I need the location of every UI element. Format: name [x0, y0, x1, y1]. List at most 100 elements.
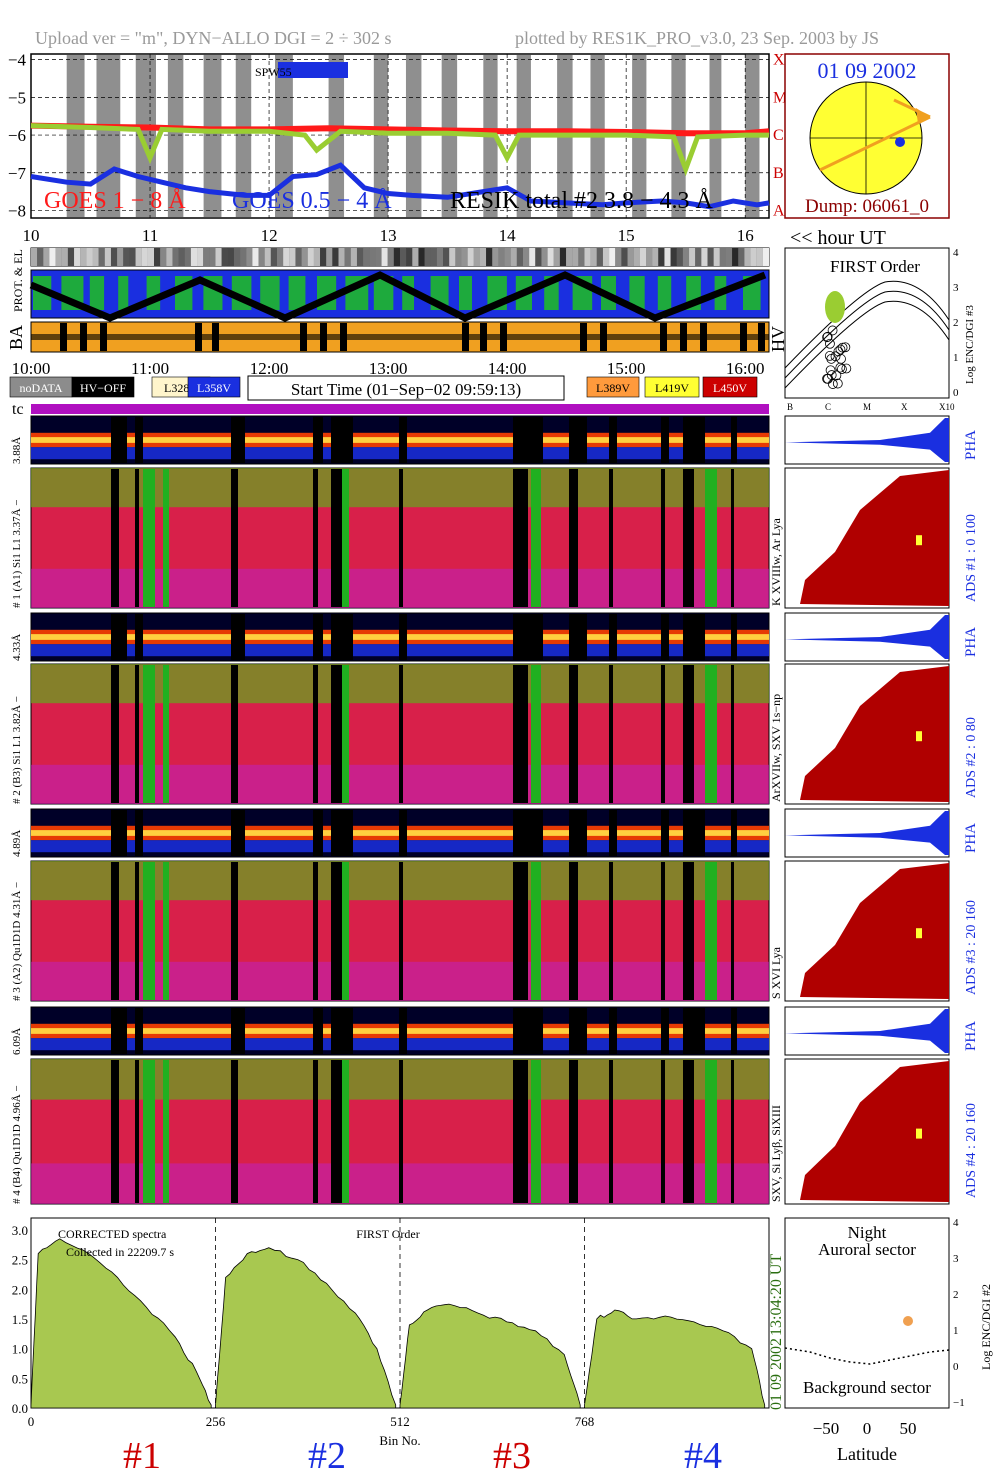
channel-block-3: 4.89Å # 3 (A2) Qu1D1D 4.31Å − PHA S XVI Lya…	[11, 808, 979, 1002]
prot-seg-118	[756, 248, 763, 266]
first-order-ylabel: Log ENC/DGI #3	[964, 305, 976, 384]
scan-arrow-line	[819, 115, 931, 172]
legend-goes-05-4: GOES 0.5 − 4 Å	[232, 188, 392, 214]
pha-wavelength-label-1: 3.88Å	[11, 437, 23, 464]
prot-seg-83	[541, 248, 548, 266]
pha-gap-1-4	[331, 417, 353, 463]
spectra-ytick-0: 3.0	[12, 1223, 28, 1238]
pha-gap-3-1	[135, 810, 143, 856]
prot-seg-110	[707, 248, 714, 266]
prot-seg-55	[369, 248, 376, 266]
ba-black-segments	[31, 323, 769, 351]
spec-gap-3-6	[513, 862, 528, 1000]
ba-label: BA	[6, 325, 26, 350]
legend-resik: RESIK total #2 3.8 − 4.3 Å	[450, 188, 714, 214]
prot-seg-75	[492, 248, 499, 266]
fo-xtick-2: M	[863, 402, 871, 412]
prot-seg-116	[744, 248, 751, 266]
fo-point-12	[840, 342, 851, 353]
spec-gap-3-11	[731, 862, 734, 1000]
channel-block-4: 6.09Å # 4 (B4) Qu1D1D 4.96Å − PHA SXV, Si L…	[11, 1006, 979, 1205]
prot-seg-2	[43, 248, 50, 266]
prot-seg-58	[387, 248, 394, 266]
prot-seg-31	[221, 248, 228, 266]
spec-gap-1-0	[111, 469, 119, 607]
prot-seg-21	[160, 248, 167, 266]
prot-seg-19	[147, 248, 155, 266]
el-green-21	[629, 276, 645, 310]
goes-xtick-0: 10	[23, 226, 40, 245]
sun-panel: 01 09 2002 Dump: 06061_0	[784, 53, 950, 219]
prot-seg-6	[67, 248, 75, 266]
prot-seg-78	[510, 248, 517, 266]
prot-seg-105	[676, 248, 683, 266]
spectra-ytick-4: 1.0	[12, 1342, 28, 1357]
latitude-y-ticks: 4 3 2 1 0 −1	[953, 1217, 965, 1409]
pha-text-3: PHA	[963, 823, 979, 853]
spec-gap-1-5	[399, 469, 403, 607]
spec-gap-4-2	[231, 1060, 238, 1203]
spec-green-1-3	[531, 469, 541, 607]
prot-seg-91	[590, 248, 597, 266]
fo-xtick-1: C	[825, 402, 831, 412]
prot-seg-53	[356, 248, 364, 266]
fo-point-9	[837, 364, 847, 374]
pha-hist-1	[785, 418, 949, 462]
prot-seg-8	[80, 248, 87, 266]
spec-gap-2-8	[609, 665, 613, 803]
pha-wavelength-label-2: 4.33Å	[11, 634, 23, 661]
first-order-curve-3	[784, 300, 950, 389]
prot-seg-73	[479, 248, 487, 266]
prot-seg-11	[98, 248, 105, 266]
channel-block-2: 4.33Å # 2 (B3) Si1 L1 3.82Å − PHA ArXVIIw, …	[11, 612, 979, 805]
legend-label-6: L450V	[713, 381, 747, 395]
first-order-title: FIRST Order	[830, 257, 920, 276]
spec-green-3-0	[143, 862, 155, 1000]
legend-swatch-1	[71, 376, 135, 398]
spec-gap-1-8	[609, 469, 613, 607]
prot-seg-68	[449, 248, 456, 266]
ads-lines-1: K XVIIIw, Ar Lya	[769, 517, 783, 606]
goes-class-4: A	[773, 202, 785, 219]
prot-seg-17	[135, 248, 142, 266]
goes-x-ticks: 10 11 12 13 14 15 16	[23, 226, 754, 245]
pha-gap-2-10	[683, 614, 705, 660]
fo-xtick-4: X10	[939, 402, 955, 412]
pha-gap-2-8	[609, 614, 617, 660]
ads-marker-4	[916, 1128, 922, 1139]
prot-seg-76	[498, 248, 505, 266]
time-label-5: 15:00	[607, 359, 646, 378]
pha-text-1: PHA	[963, 430, 979, 460]
fo-xtick-3: X	[901, 402, 908, 412]
latitude-boundary	[784, 1347, 950, 1365]
spec-gap-4-1	[135, 1060, 139, 1203]
prot-seg-25	[184, 248, 191, 266]
latitude-position	[903, 1316, 913, 1326]
goes-class-3: B	[773, 165, 784, 182]
lat-xtick-0: −50	[813, 1419, 840, 1438]
goes-ytick-4: −8	[8, 201, 26, 220]
latitude-top-2: Auroral sector	[818, 1240, 916, 1259]
spectra-ytick-6: 0.0	[12, 1401, 28, 1416]
pha-text-4: PHA	[963, 1021, 979, 1051]
prot-seg-67	[443, 248, 450, 266]
prot-seg-72	[473, 248, 480, 266]
prot-seg-77	[504, 248, 511, 266]
prot-seg-66	[436, 248, 444, 266]
el-green-2	[89, 276, 105, 310]
channel-label-3: # 3 (A2) Qu1D1D 4.31Å −	[11, 882, 23, 1001]
spectra-xtick-3: 768	[575, 1414, 595, 1429]
spectra-label-2: Collected in 22209.7 s	[66, 1245, 174, 1259]
pha-gap-1-2	[231, 417, 245, 463]
prot-seg-79	[516, 248, 524, 266]
prot-seg-56	[375, 248, 382, 266]
prot-seg-74	[486, 248, 493, 266]
prot-seg-98	[633, 248, 640, 266]
prot-seg-30	[215, 248, 222, 266]
prot-seg-10	[92, 248, 99, 266]
prot-seg-51	[344, 248, 351, 266]
channel-blocks: 3.88Å # 1 (A1) Si1 L1 3.37Å − PHA K XVIIIw,…	[11, 415, 979, 1205]
sun-date: 01 09 2002	[818, 58, 917, 83]
pha-gap-1-9	[661, 417, 669, 463]
